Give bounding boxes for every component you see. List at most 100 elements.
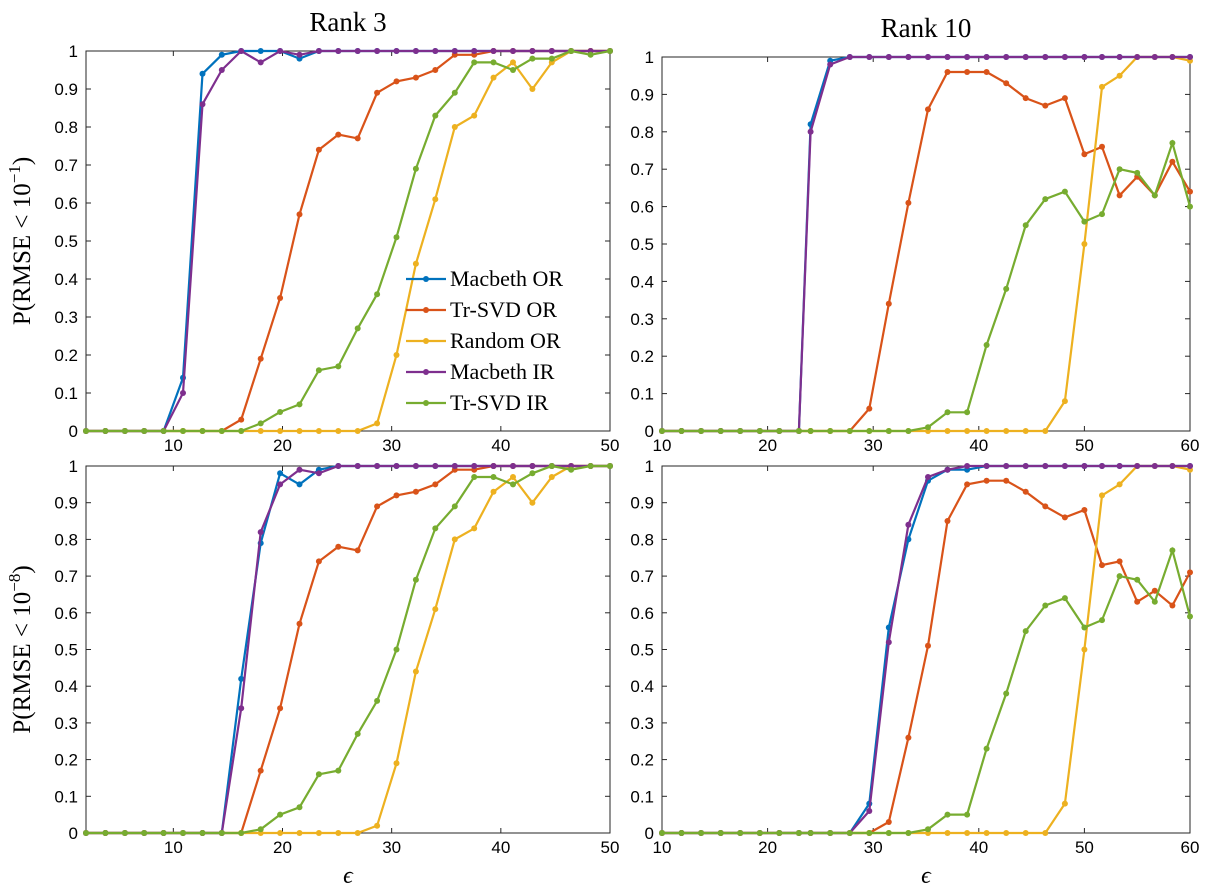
data-point-tr-svd-ir xyxy=(756,428,763,434)
data-point-tr-svd-or xyxy=(1187,569,1193,576)
y-tick-label: 0.5 xyxy=(54,641,78,660)
data-point-macbeth-ir xyxy=(1187,54,1193,60)
data-point-tr-svd-ir xyxy=(885,830,892,836)
data-point-tr-svd-ir xyxy=(587,51,594,58)
legend-label: Macbeth OR xyxy=(450,266,563,291)
data-point-tr-svd-ir xyxy=(510,481,516,488)
series-line-macbeth-or xyxy=(662,464,1190,835)
series-line-random-or xyxy=(86,464,610,835)
data-point-macbeth-or xyxy=(238,675,245,682)
data-point-macbeth-ir xyxy=(827,61,834,68)
series-line-tr-svd-or xyxy=(662,70,1191,433)
data-point-tr-svd-or xyxy=(1061,95,1068,102)
data-point-tr-svd-ir xyxy=(1003,285,1010,292)
data-point-macbeth-ir xyxy=(412,48,419,54)
data-point-tr-svd-ir xyxy=(548,463,555,469)
y-tick-label: 0.2 xyxy=(630,347,654,366)
data-point-macbeth-ir xyxy=(1169,463,1176,469)
data-point-tr-svd-ir xyxy=(490,474,497,480)
data-point-random-or xyxy=(510,474,516,480)
legend-label: Tr-SVD IR xyxy=(450,390,549,415)
data-point-random-or xyxy=(944,830,951,836)
data-point-macbeth-ir xyxy=(905,54,912,60)
panel-title: Rank 3 xyxy=(309,7,386,37)
series-line-random-or xyxy=(662,55,1191,433)
data-point-macbeth-ir xyxy=(412,463,419,469)
data-point-macbeth-ir xyxy=(393,48,400,54)
y-tick-label: 0.5 xyxy=(630,641,654,660)
x-tick-label: 60 xyxy=(1181,838,1200,857)
data-point-tr-svd-or xyxy=(393,78,400,85)
data-point-random-or xyxy=(277,830,284,836)
series-line-random-or xyxy=(662,464,1191,835)
legend-marker xyxy=(423,276,429,282)
data-point-random-or xyxy=(529,499,536,506)
data-point-tr-svd-or xyxy=(257,767,264,774)
y-tick-label: 0.3 xyxy=(54,714,78,733)
data-point-macbeth-ir xyxy=(490,463,497,469)
y-tick-label: 0.8 xyxy=(54,118,78,137)
series-line-macbeth-ir xyxy=(86,49,610,433)
data-point-macbeth-ir xyxy=(1151,463,1158,469)
y-tick-label: 0.7 xyxy=(630,567,654,586)
data-point-tr-svd-ir xyxy=(1061,188,1068,195)
data-point-tr-svd-ir xyxy=(374,697,381,704)
x-tick-label: 20 xyxy=(273,838,292,857)
data-point-tr-svd-or xyxy=(257,355,264,362)
data-point-tr-svd-ir xyxy=(141,428,148,434)
series-line-macbeth-ir xyxy=(662,55,1190,433)
data-point-tr-svd-ir xyxy=(315,367,322,374)
x-tick-label: 10 xyxy=(653,838,672,857)
data-point-random-or xyxy=(412,260,419,267)
x-tick-label: 60 xyxy=(1181,436,1200,455)
y-tick-label: 0.9 xyxy=(54,494,78,513)
data-point-tr-svd-or xyxy=(1169,158,1176,165)
data-point-tr-svd-ir xyxy=(925,424,931,431)
data-point-tr-svd-or xyxy=(1003,80,1010,87)
y-tick-label: 0.3 xyxy=(54,308,78,327)
data-point-macbeth-ir xyxy=(846,54,853,60)
y-tick-label: 0.8 xyxy=(630,123,654,142)
y-tick-label: 0.4 xyxy=(54,270,78,289)
data-point-tr-svd-ir xyxy=(335,767,342,774)
data-point-random-or xyxy=(335,428,342,434)
data-point-macbeth-ir xyxy=(1169,54,1176,60)
data-point-macbeth-ir xyxy=(296,51,303,58)
data-point-random-or xyxy=(944,428,951,434)
x-tick-label: 20 xyxy=(758,436,777,455)
panel-3: 0 0.1 0.2 0.3 0.4 0.5 0.6 0.7 0.8 0.9 1 10 20 30 40 50 ϵ… xyxy=(5,457,619,889)
data-point-random-or xyxy=(1116,72,1123,79)
data-point-tr-svd-or xyxy=(944,518,951,524)
x-axis-label: ϵ xyxy=(343,863,354,889)
data-point-tr-svd-ir xyxy=(238,428,245,434)
data-point-macbeth-ir xyxy=(257,59,264,66)
y-tick-label: 0.1 xyxy=(54,384,78,403)
data-point-macbeth-ir xyxy=(885,54,892,60)
y-axis-label-main: P(RMSE < 10 xyxy=(9,592,36,734)
data-point-macbeth-ir xyxy=(354,48,361,54)
data-point-tr-svd-ir xyxy=(568,466,575,473)
data-point-tr-svd-ir xyxy=(296,804,303,811)
legend-marker xyxy=(423,369,429,375)
data-point-tr-svd-ir xyxy=(678,830,685,836)
data-point-macbeth-ir xyxy=(1116,463,1123,469)
data-point-tr-svd-or xyxy=(1099,143,1105,150)
y-tick-label: 0.3 xyxy=(630,714,654,733)
data-point-macbeth-ir xyxy=(944,54,951,60)
data-point-macbeth-ir xyxy=(1099,463,1105,469)
data-point-tr-svd-or xyxy=(1169,602,1176,609)
data-point-random-or xyxy=(490,74,497,81)
series-line-tr-svd-or xyxy=(662,479,1191,835)
data-point-tr-svd-ir xyxy=(490,59,497,66)
data-point-tr-svd-ir xyxy=(257,420,264,427)
y-axis-label-close: ) xyxy=(9,157,36,165)
data-point-tr-svd-ir xyxy=(471,474,478,480)
data-point-macbeth-ir xyxy=(1151,54,1158,60)
data-point-tr-svd-ir xyxy=(218,428,225,434)
data-point-random-or xyxy=(1116,481,1123,488)
data-point-tr-svd-or xyxy=(1042,503,1049,510)
data-point-tr-svd-or xyxy=(1134,598,1141,605)
legend-item-macbeth-ir: Macbeth IR xyxy=(406,359,555,384)
data-point-tr-svd-or xyxy=(335,543,342,550)
legend-item-random-or: Random OR xyxy=(406,328,561,353)
